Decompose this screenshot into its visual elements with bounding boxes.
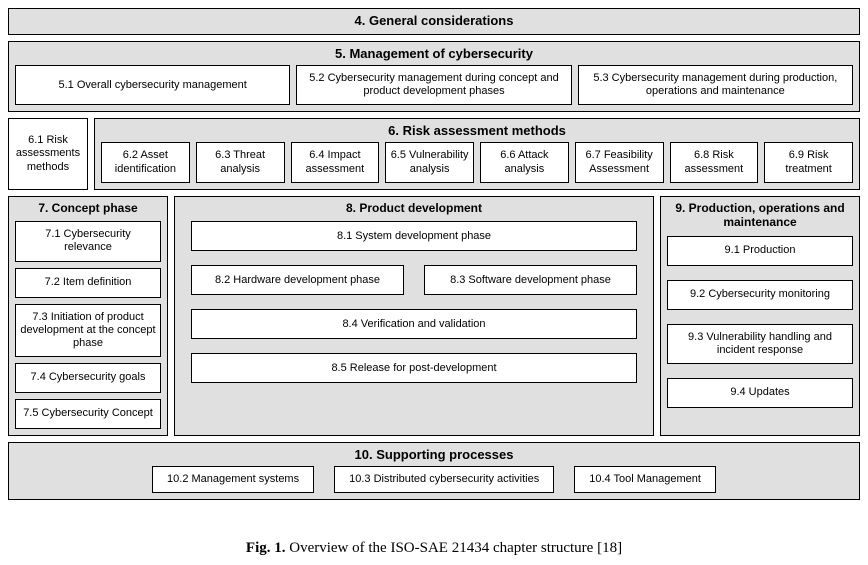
section-9-title: 9. Production, operations and maintenanc… [667, 201, 853, 230]
section-10: 10. Supporting processes 10.2 Management… [8, 442, 860, 500]
section-6-wrapper: 6.1 Risk assessments methods 6. Risk ass… [8, 118, 860, 189]
box-6-5: 6.5 Vulnerability analysis [385, 142, 474, 182]
box-7-1: 7.1 Cybersecurity relevance [15, 221, 161, 261]
box-6-8: 6.8 Risk assessment [670, 142, 759, 182]
box-6-3: 6.3 Threat analysis [196, 142, 285, 182]
box-7-4: 7.4 Cybersecurity goals [15, 363, 161, 393]
section-4: 4. General considerations [8, 8, 860, 35]
section-5: 5. Management of cybersecurity 5.1 Overa… [8, 41, 860, 112]
box-7-2: 7.2 Item definition [15, 268, 161, 298]
iso-sae-21434-diagram: 4. General considerations 5. Management … [8, 8, 860, 500]
section-9: 9. Production, operations and maintenanc… [660, 196, 860, 436]
box-7-5: 7.5 Cybersecurity Concept [15, 399, 161, 429]
box-6-4: 6.4 Impact assessment [291, 142, 380, 182]
box-10-3: 10.3 Distributed cybersecurity activitie… [334, 466, 554, 493]
box-9-2: 9.2 Cybersecurity monitoring [667, 280, 853, 310]
box-9-3: 9.3 Vulnerability handling and incident … [667, 324, 853, 364]
section-7: 7. Concept phase 7.1 Cybersecurity relev… [8, 196, 168, 436]
box-10-2: 10.2 Management systems [152, 466, 314, 493]
box-7-3: 7.3 Initiation of product development at… [15, 304, 161, 358]
box-9-4: 9.4 Updates [667, 378, 853, 408]
box-8-5: 8.5 Release for post-development [191, 353, 637, 383]
box-6-1: 6.1 Risk assessments methods [8, 118, 88, 189]
section-10-title: 10. Supporting processes [15, 447, 853, 462]
section-7-title: 7. Concept phase [15, 201, 161, 215]
box-8-1: 8.1 System development phase [191, 221, 637, 251]
section-4-title: 4. General considerations [15, 13, 853, 28]
caption-label: Fig. 1. [246, 540, 286, 556]
section-5-title: 5. Management of cybersecurity [15, 46, 853, 61]
section-8-title: 8. Product development [181, 201, 647, 215]
section-6: 6. Risk assessment methods 6.2 Asset ide… [94, 118, 860, 189]
section-8: 8. Product development 8.1 System develo… [174, 196, 654, 436]
box-9-1: 9.1 Production [667, 236, 853, 266]
sections-7-8-9: 7. Concept phase 7.1 Cybersecurity relev… [8, 196, 860, 436]
box-6-2: 6.2 Asset identification [101, 142, 190, 182]
box-6-6: 6.6 Attack analysis [480, 142, 569, 182]
box-6-9: 6.9 Risk treatment [764, 142, 853, 182]
box-8-4: 8.4 Verification and validation [191, 309, 637, 339]
figure-caption: Fig. 1. Overview of the ISO-SAE 21434 ch… [8, 540, 860, 557]
box-8-3: 8.3 Software development phase [424, 265, 637, 295]
box-10-4: 10.4 Tool Management [574, 466, 716, 493]
caption-text: Overview of the ISO-SAE 21434 chapter st… [286, 540, 623, 556]
box-8-2: 8.2 Hardware development phase [191, 265, 404, 295]
box-6-7: 6.7 Feasibility Assessment [575, 142, 664, 182]
box-5-2: 5.2 Cybersecurity management during conc… [296, 65, 571, 105]
box-5-1: 5.1 Overall cybersecurity management [15, 65, 290, 105]
section-6-title: 6. Risk assessment methods [101, 123, 853, 138]
box-5-3: 5.3 Cybersecurity management during prod… [578, 65, 853, 105]
